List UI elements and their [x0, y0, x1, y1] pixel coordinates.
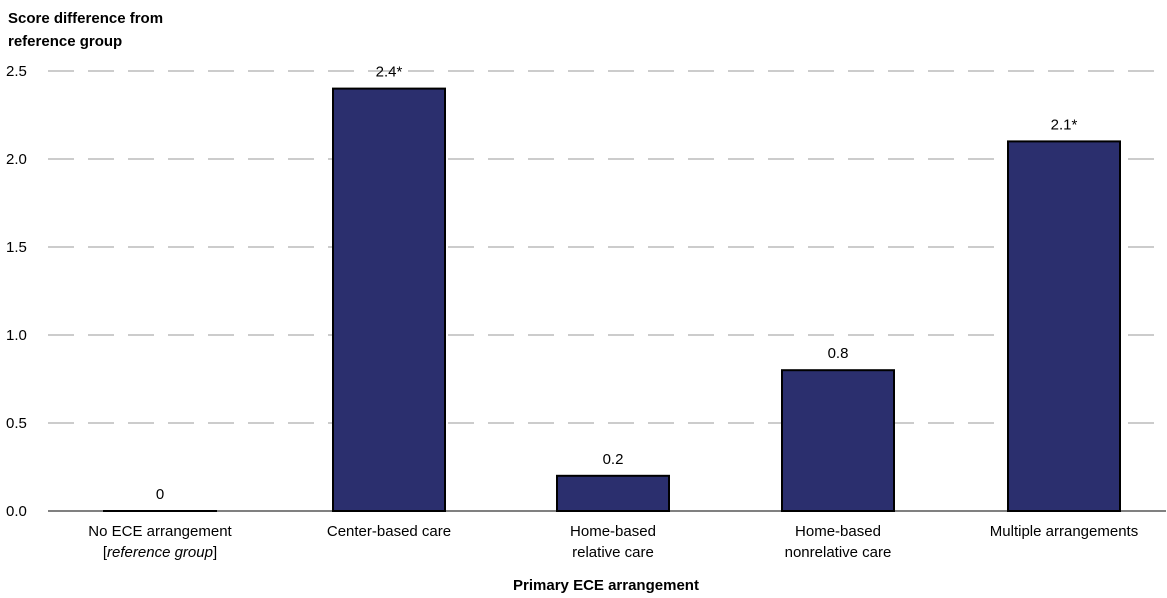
category-labels: No ECE arrangement [reference group] Cente…: [88, 523, 1138, 561]
y-axis-title-line2: reference group: [8, 33, 122, 50]
category-label: Home-based: [795, 523, 881, 540]
category-label-line2: relative care: [572, 544, 654, 561]
y-tick-label: 1.0: [6, 327, 27, 344]
data-label: 0.2: [603, 451, 624, 468]
category-label-text: ]: [213, 544, 217, 561]
data-label: 0.8: [828, 345, 849, 362]
category-label: No ECE arrangement: [88, 523, 232, 540]
category-label-text: relative care: [572, 544, 654, 561]
y-tick-label: 1.5: [6, 239, 27, 256]
category-label: Multiple arrangements: [990, 523, 1138, 540]
bars: [103, 87, 1121, 513]
bar: [332, 87, 446, 512]
y-tick-labels: 0.0 0.5 1.0 1.5 2.0 2.5: [6, 63, 27, 520]
y-axis-title-line1: Score difference from: [8, 10, 163, 27]
bar: [556, 474, 670, 512]
bar: [781, 369, 895, 513]
data-label: 2.1*: [1051, 116, 1078, 133]
category-label: Home-based: [570, 523, 656, 540]
y-tick-label: 0.0: [6, 503, 27, 520]
category-label-line2: nonrelative care: [785, 544, 892, 561]
category-label-italic: reference group: [107, 544, 213, 561]
category-label: Center-based care: [327, 523, 451, 540]
y-tick-label: 0.5: [6, 415, 27, 432]
category-label-line2: [reference group]: [103, 544, 217, 561]
category-label-text: nonrelative care: [785, 544, 892, 561]
gridlines: [48, 70, 1166, 424]
x-axis-title: Primary ECE arrangement: [513, 577, 699, 594]
data-label: 0: [156, 486, 164, 503]
bar: [1007, 140, 1121, 512]
data-labels: 0 2.4* 0.2 0.8 2.1*: [156, 64, 1078, 503]
y-tick-label: 2.5: [6, 63, 27, 80]
category-label-text: [: [103, 544, 108, 561]
data-label: 2.4*: [376, 64, 403, 81]
y-tick-label: 2.0: [6, 151, 27, 168]
